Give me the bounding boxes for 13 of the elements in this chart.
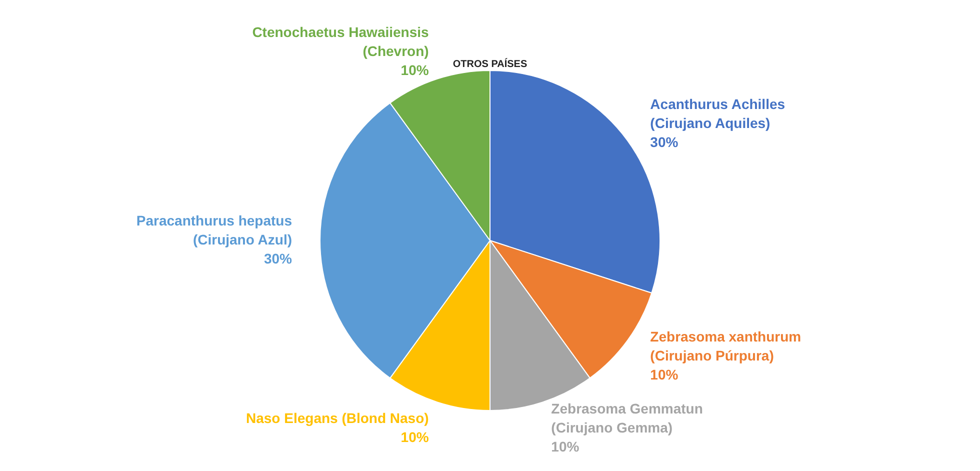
slice-label: Acanthurus Achilles (Cirujano Aquiles) xyxy=(650,96,786,131)
slice-label: Zebrasoma xanthurum (Cirujano Púrpura) xyxy=(650,328,802,364)
data-label: 30% xyxy=(650,134,679,150)
data-label: 30% xyxy=(264,250,293,266)
slice-label: Ctenochaetus Hawaiiensis (Chevron) xyxy=(252,24,430,60)
data-label: 10% xyxy=(650,366,679,383)
text: OTROS PAÍSES xyxy=(452,58,528,70)
data-label: 10% xyxy=(551,438,580,455)
slice-label: Zebrasoma Gemmatun (Cirujano Gemma) xyxy=(551,400,703,436)
data-label: 10% xyxy=(400,62,430,78)
slice-label: Naso Elegans (Blond Naso) xyxy=(246,410,429,426)
data-label: 10% xyxy=(400,429,430,446)
slice-label: Paracanthurus hepatus (Cirujano Azul) xyxy=(136,212,292,248)
